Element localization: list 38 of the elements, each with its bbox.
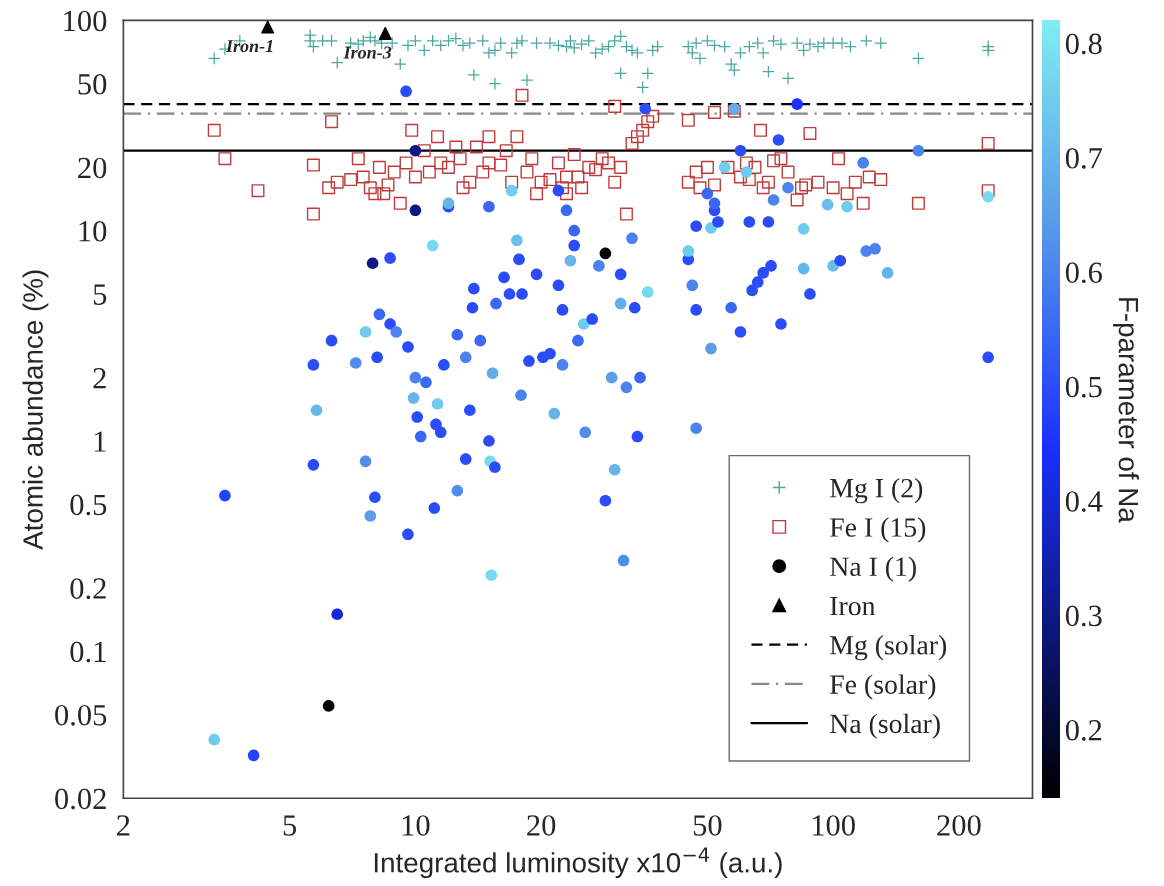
- color-bar-label: 0.2: [1065, 719, 1102, 741]
- y-tick-label: 50: [78, 73, 107, 95]
- annotation: Iron-1: [225, 40, 273, 53]
- y-tick-label: 0.1: [70, 641, 106, 663]
- y-axis-title: Atomic abundance (%): [22, 270, 49, 550]
- x-tick-label: 10: [402, 815, 430, 836]
- y-tick-label: 2: [93, 368, 106, 389]
- color-bar-label: 0.8: [1065, 33, 1102, 55]
- color-bar-label: 0.3: [1065, 605, 1102, 627]
- x-tick-label: 100: [812, 815, 855, 836]
- y-tick-label: 20: [78, 157, 107, 179]
- x-tick-label: 50: [693, 815, 722, 836]
- y-tick-label: 0.5: [70, 494, 107, 516]
- y-tick-label: 0.05: [55, 704, 107, 726]
- x-tick-label: 2: [117, 815, 130, 836]
- legend-label: Na (solar): [830, 713, 940, 739]
- legend-label: Mg (solar): [830, 635, 947, 661]
- x-tick-label: 20: [527, 815, 556, 836]
- y-tick-label: 0.02: [55, 788, 106, 810]
- y-tick-label: 5: [93, 284, 107, 305]
- legend-label: Fe (solar): [830, 674, 936, 700]
- color-bar-label: 0.6: [1065, 262, 1102, 284]
- y-tick-label: 0.2: [70, 578, 106, 600]
- color-bar-title: F-parameter of Na: [1113, 298, 1139, 523]
- x-tick-label: 5: [283, 815, 297, 836]
- color-bar-label: 0.4: [1065, 491, 1103, 512]
- y-tick-label: 1: [94, 431, 106, 452]
- legend-label: Fe I (15): [830, 517, 926, 543]
- x-axis-title: Integrated luminosity x10$^{−4}$ (a.u.): [374, 847, 782, 879]
- y-tick-label: 100: [64, 10, 107, 32]
- legend-label: Mg I (2): [830, 478, 923, 504]
- annotation: Iron-3: [343, 46, 392, 59]
- color-bar-label: 0.7: [1065, 147, 1102, 169]
- legend-label: Na I (1): [830, 556, 916, 582]
- color-bar-label: 0.5: [1065, 376, 1102, 398]
- x-tick-label: 200: [937, 815, 981, 836]
- y-tick-label: 10: [79, 220, 107, 242]
- legend-label: Iron: [830, 596, 876, 616]
